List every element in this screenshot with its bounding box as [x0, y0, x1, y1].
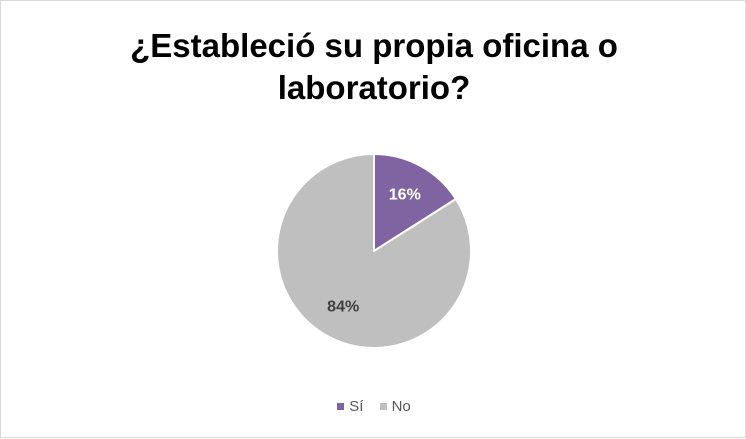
legend-swatch-si	[337, 402, 345, 410]
legend-swatch-no	[379, 402, 387, 410]
pie-slices	[276, 153, 472, 349]
pie-data-labels: 16% 84%	[327, 186, 421, 315]
legend-item-si: Sí	[337, 398, 363, 415]
data-label-no: 84%	[327, 299, 359, 316]
legend-item-no: No	[379, 398, 411, 415]
legend-label-no: No	[391, 398, 411, 415]
chart-title-line-1: ¿Estableció su propia oficina o	[130, 27, 618, 64]
legend-label-si: Sí	[349, 398, 364, 415]
pie-slice-si	[373, 153, 457, 252]
pie-slice-no	[276, 153, 472, 349]
chart-title: ¿Estableció su propia oficina o laborato…	[1, 25, 746, 109]
chart-legend: Sí No	[1, 398, 746, 415]
chart-title-line-2: laboratorio?	[277, 69, 471, 106]
data-label-si: 16%	[389, 186, 421, 203]
